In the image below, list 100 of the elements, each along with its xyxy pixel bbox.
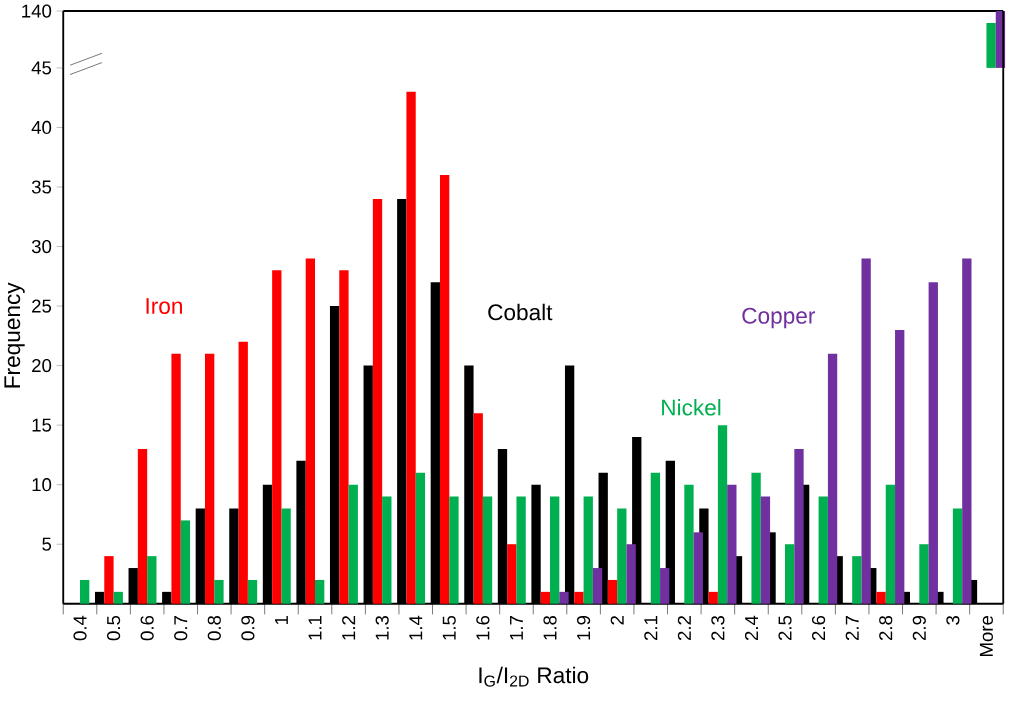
bar [247, 580, 258, 604]
bar [717, 425, 728, 604]
bar [852, 556, 862, 604]
bar [650, 473, 661, 604]
series-label: Copper [742, 307, 816, 329]
x-tick-label: 1.2 [342, 616, 356, 640]
y-tick-label: 20 [32, 359, 52, 373]
bar [439, 175, 450, 604]
bar [861, 258, 871, 604]
bar [928, 282, 938, 604]
bar [583, 496, 593, 604]
bar [238, 342, 248, 604]
bar [607, 580, 618, 604]
bar [104, 556, 114, 604]
bar [626, 544, 636, 604]
bar [885, 484, 896, 604]
bar [751, 473, 761, 604]
bar [315, 580, 325, 604]
bar [794, 449, 804, 604]
x-tick-label: 1.7 [510, 616, 523, 640]
bar [684, 484, 694, 604]
bar [305, 258, 316, 604]
bar [660, 568, 670, 604]
bar [952, 508, 963, 604]
bar [507, 544, 517, 604]
y-tick-label: 40 [31, 121, 52, 135]
x-tick-label: 1.5 [442, 616, 456, 640]
x-tick-label: 1.4 [409, 615, 423, 640]
x-tick-label: 3 [946, 616, 960, 625]
bar [785, 544, 795, 604]
bar [180, 520, 191, 604]
bar [473, 413, 483, 604]
bar [919, 544, 929, 604]
bar [708, 592, 718, 604]
x-tick-label: 0.5 [106, 616, 121, 641]
bar [482, 496, 493, 604]
bar [818, 496, 828, 604]
bar [339, 270, 349, 604]
bar [415, 473, 426, 604]
bar [895, 330, 905, 604]
x-tick-label: 1.6 [476, 616, 490, 640]
y-tick-label: 45 [31, 61, 52, 75]
x-tick-label: 2.3 [711, 616, 725, 641]
x-tick-label: 2.9 [912, 616, 926, 641]
bar [137, 449, 148, 604]
x-tick-label: 2.1 [644, 616, 658, 641]
y-tick-label: 30 [31, 240, 52, 254]
x-tick-label: 2 [610, 616, 624, 625]
series-label: Nickel [662, 399, 721, 416]
bar [171, 353, 181, 604]
y-tick-label: 25 [32, 299, 52, 313]
text: Cobalt [488, 303, 553, 321]
bar [962, 258, 972, 604]
bar [540, 592, 551, 604]
x-tick-label: 2.4 [744, 615, 758, 641]
x-tick-label: 2.8 [879, 616, 893, 641]
bar [113, 592, 123, 604]
series-label: Iron [146, 298, 182, 315]
x-tick-label: 0.9 [241, 616, 255, 641]
bar [760, 496, 771, 604]
x-axis-title: I$_{G}$/I$_{2D}$ Ratio [479, 666, 589, 687]
bar [204, 353, 215, 604]
bar [876, 592, 886, 604]
bar [348, 484, 358, 604]
x-tick-label: 1.9 [576, 616, 591, 640]
bar [559, 592, 569, 604]
y-tick-label: 15 [32, 418, 52, 432]
bar [516, 496, 526, 604]
bar [693, 532, 703, 604]
y-tick-label: 5 [42, 537, 52, 551]
x-tick-label: 1.1 [308, 616, 322, 640]
bar [214, 580, 224, 604]
bar [372, 199, 383, 604]
x-tick-label: 1.3 [375, 616, 389, 640]
bar [80, 580, 90, 604]
bar [281, 508, 291, 604]
bar [272, 270, 282, 604]
bar [449, 496, 459, 604]
x-tick-label: 2.7 [845, 616, 859, 641]
bar [592, 568, 603, 604]
x-tick-label: 0.7 [174, 616, 188, 641]
bar [574, 592, 584, 604]
bar [406, 91, 416, 604]
x-tick-label: 2.2 [677, 616, 691, 641]
x-tick-label: 1 [275, 616, 288, 625]
x-tick-label: More [979, 616, 993, 657]
x-tick-label: 2.6 [811, 616, 826, 641]
bar [147, 556, 157, 604]
bar [382, 496, 392, 604]
y-tick-label: 35 [31, 180, 52, 194]
bar [617, 508, 627, 604]
bar [827, 353, 838, 604]
x-tick-label: 2.5 [778, 616, 792, 641]
x-tick-label: 0.4 [73, 615, 87, 641]
x-tick-label: 0.6 [140, 616, 154, 641]
y-tick-label: 10 [32, 478, 52, 492]
x-tick-label: 0.8 [207, 616, 221, 641]
y-axis-title: Frequency [4, 282, 25, 388]
y-tick-label: 140 [22, 4, 52, 18]
x-tick-label: 1.8 [543, 616, 557, 640]
